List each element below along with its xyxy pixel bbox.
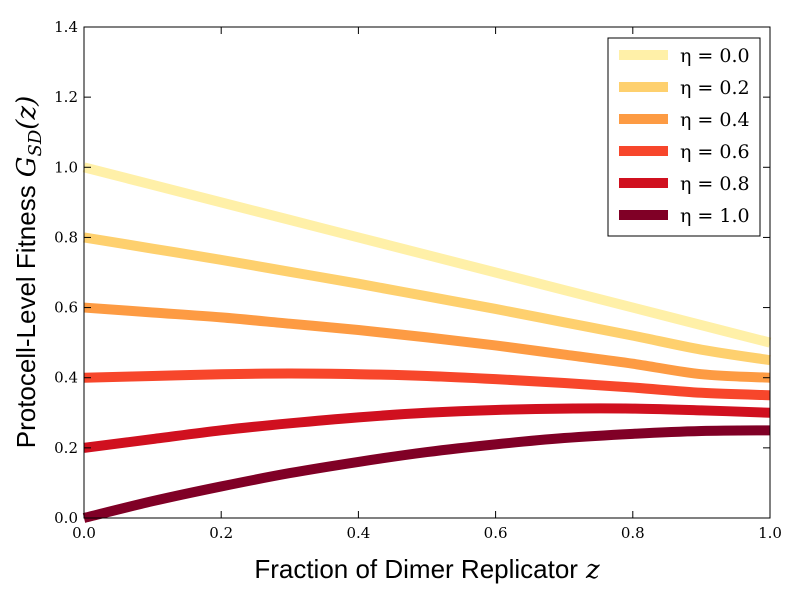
x-tick-label: 0.8 [621,524,645,542]
y-axis-title: Protocell-Level Fitness GSD(z) [11,96,46,449]
y-tick-label: 1.2 [54,88,78,106]
tick-layer: 0.0 0.2 0.4 0.6 0.8 1.0 0.0 0.2 0.4 0.6 0.8 1.0 1.2 1… [54,18,782,542]
legend-label-5: η = 1.0 [680,205,750,227]
y-axis-subscript: SD [25,129,46,156]
plot-frame [83,26,771,519]
series-layer [82,162,772,523]
legend-label-0: η = 0.0 [680,45,750,67]
legend: η = 0.0 η = 0.2 η = 0.4 η = 0.6 η = 0.8 η = 1… [607,37,761,237]
x-tick-label: 0.0 [72,524,96,542]
x-tick-label: 1.0 [758,524,782,542]
series-line-0 [82,162,772,348]
series-line-5 [82,425,771,523]
x-axis-title: Fraction of Dimer Replicator z [254,554,600,585]
y-tick-label: 0.2 [54,439,78,457]
legend-label-2: η = 0.4 [680,109,750,131]
y-axis-argument: (z) [12,96,42,130]
x-tick-label: 0.6 [484,524,508,542]
x-axis-label-text: Fraction of Dimer Replicator [254,554,578,584]
legend-label-3: η = 0.6 [680,141,750,163]
y-tick-label: 0.8 [54,228,78,246]
x-tick-label: 0.4 [346,524,370,542]
x-tick-label: 0.2 [209,524,233,542]
series-line-4 [83,403,771,453]
legend-label-4: η = 0.8 [680,173,750,195]
series-line-1 [83,232,771,366]
y-tick-label: 1.4 [54,18,78,36]
y-tick-label: 0.6 [54,299,78,317]
y-tick-label: 0.0 [54,509,78,527]
y-tick-label: 0.4 [54,369,78,387]
y-axis-variable: G [12,156,42,177]
legend-label-1: η = 0.2 [680,77,750,99]
legend-frame [607,37,761,237]
series-line-3 [83,368,771,401]
series-line-2 [83,302,771,383]
y-axis-label-text: Protocell-Level Fitness [11,185,41,448]
x-axis-variable: z [585,555,600,585]
y-tick-label: 1.0 [54,158,78,176]
